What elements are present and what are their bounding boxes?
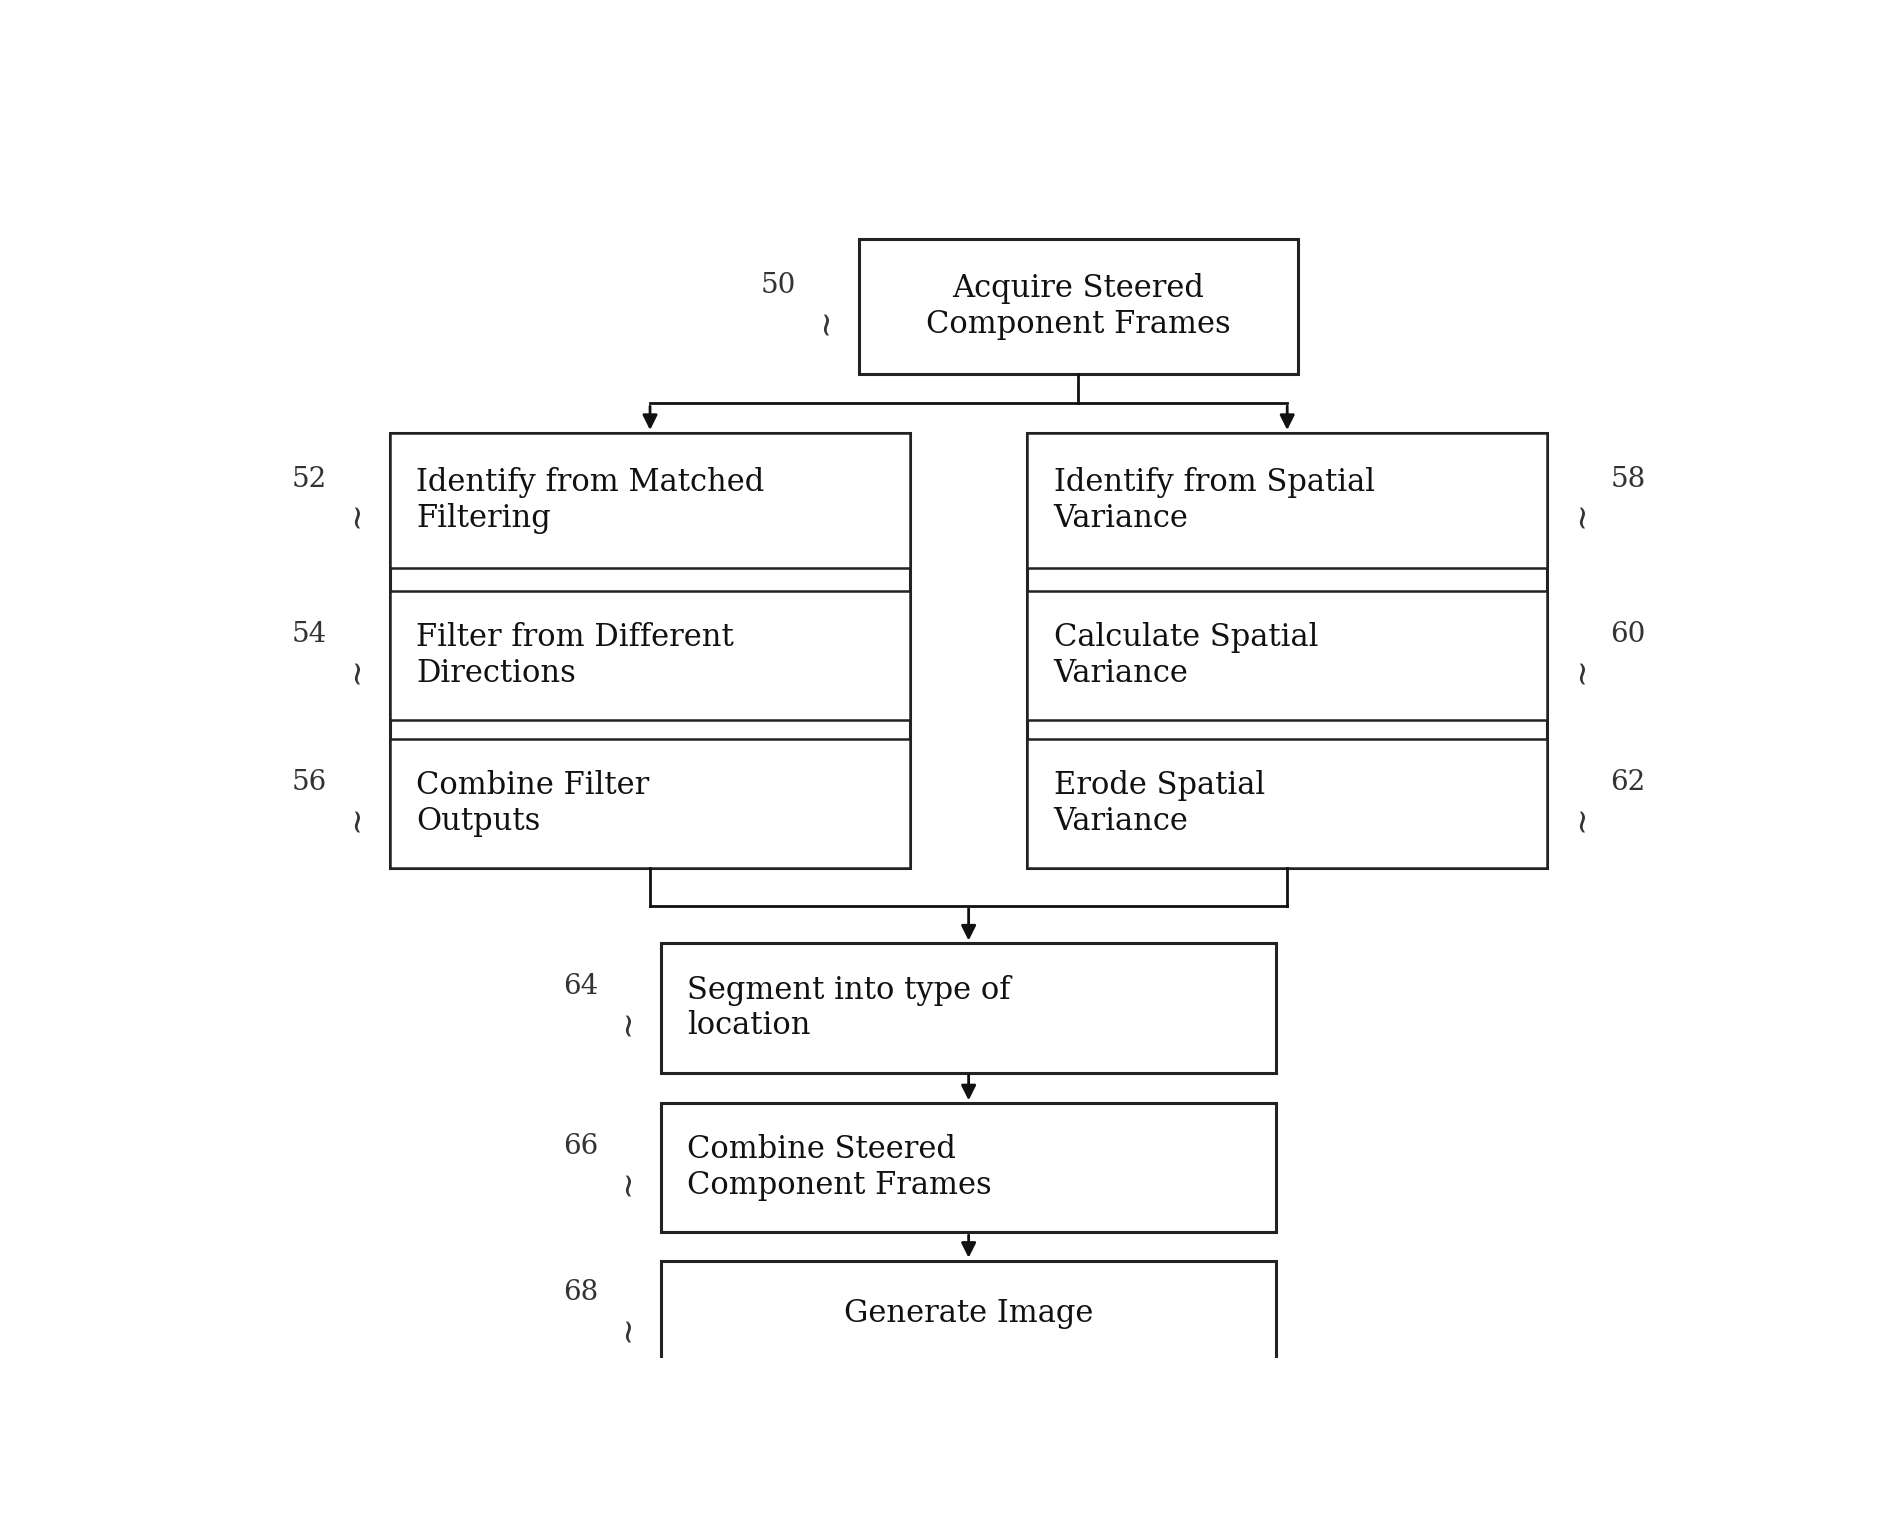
FancyBboxPatch shape: [661, 1260, 1275, 1366]
Text: Filter from Different
Directions: Filter from Different Directions: [416, 623, 733, 688]
Text: 50: 50: [759, 272, 795, 299]
Text: Acquire Steered
Component Frames: Acquire Steered Component Frames: [926, 273, 1230, 340]
FancyBboxPatch shape: [389, 739, 909, 868]
Text: Segment into type of
location: Segment into type of location: [688, 975, 1011, 1041]
FancyBboxPatch shape: [1028, 591, 1547, 720]
Text: Generate Image: Generate Image: [844, 1299, 1092, 1329]
Text: 64: 64: [563, 974, 597, 1001]
Text: ∼: ∼: [610, 1314, 642, 1341]
Text: 54: 54: [291, 621, 327, 649]
FancyBboxPatch shape: [1028, 433, 1547, 868]
Text: ∼: ∼: [1564, 804, 1596, 832]
Text: 68: 68: [563, 1279, 597, 1306]
Text: 60: 60: [1609, 621, 1645, 649]
Text: ∼: ∼: [340, 804, 372, 832]
Text: ∼: ∼: [340, 501, 372, 528]
Text: ∼: ∼: [340, 656, 372, 684]
Text: ∼: ∼: [1564, 656, 1596, 684]
Text: ∼: ∼: [808, 307, 841, 334]
FancyBboxPatch shape: [389, 591, 909, 720]
FancyBboxPatch shape: [661, 943, 1275, 1073]
Text: 62: 62: [1609, 769, 1645, 797]
FancyBboxPatch shape: [389, 433, 909, 868]
Text: Combine Steered
Component Frames: Combine Steered Component Frames: [688, 1134, 992, 1201]
Text: 56: 56: [291, 769, 327, 797]
Text: 66: 66: [563, 1134, 597, 1160]
Text: ∼: ∼: [1564, 501, 1596, 528]
FancyBboxPatch shape: [389, 433, 909, 568]
Text: Identify from Matched
Filtering: Identify from Matched Filtering: [416, 467, 765, 534]
Text: ∼: ∼: [610, 1009, 642, 1036]
FancyBboxPatch shape: [1028, 739, 1547, 868]
Text: Calculate Spatial
Variance: Calculate Spatial Variance: [1052, 623, 1317, 688]
Text: Erode Spatial
Variance: Erode Spatial Variance: [1052, 771, 1264, 836]
FancyBboxPatch shape: [858, 240, 1298, 374]
Text: ∼: ∼: [610, 1167, 642, 1196]
FancyBboxPatch shape: [1028, 433, 1547, 568]
FancyBboxPatch shape: [661, 1103, 1275, 1233]
Text: Combine Filter
Outputs: Combine Filter Outputs: [416, 771, 650, 836]
Text: 52: 52: [291, 465, 327, 493]
Text: Identify from Spatial
Variance: Identify from Spatial Variance: [1052, 467, 1373, 534]
Text: 58: 58: [1609, 465, 1645, 493]
